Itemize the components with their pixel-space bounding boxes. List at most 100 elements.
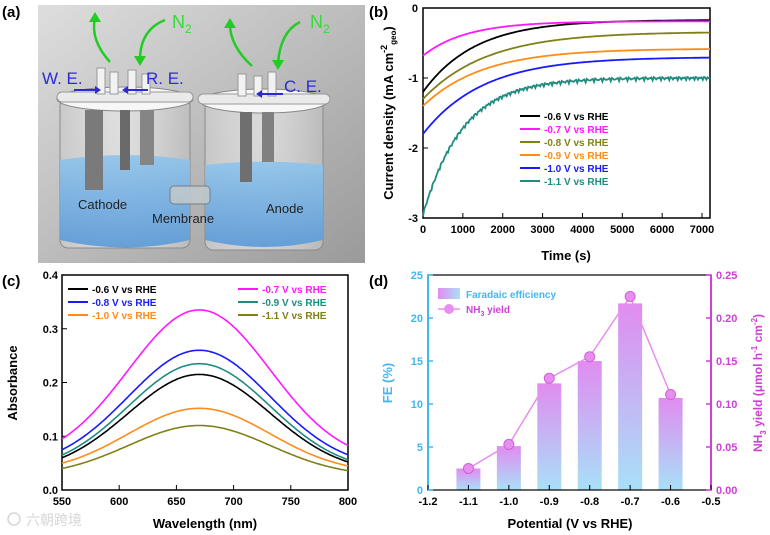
panel-d-label: (d) (369, 273, 388, 290)
panel-c-ytick-label: 0.0 (43, 485, 58, 497)
anode-cell (197, 71, 331, 251)
panel-c-xtick-label: 750 (282, 496, 300, 508)
panel-d-legend-yield-label: NH3 yield (466, 305, 510, 318)
panel-b-xtick-label: 2000 (490, 224, 514, 236)
membrane-label: Membrane (152, 211, 214, 226)
panel-d-ticks: -1.2 -1.1 -1.0 -0.9 -0.8 -0.7 -0.6 -0.5 0 5 10 15 20… (411, 270, 738, 508)
panel-c-legend-label: -0.8 V vs RHE (92, 298, 157, 309)
watermark-icon (7, 512, 21, 526)
panel-d-y2tick-label: 0.15 (716, 356, 737, 368)
cathode-label: Cathode (78, 197, 127, 212)
panel-d-yield-point (665, 389, 677, 401)
panel-b-legend-label: -0.9 V vs RHE (544, 151, 609, 162)
panel-d-xtick-label: -0.9 (540, 496, 559, 508)
panel-c-series-line (61, 424, 349, 472)
panel-d-fe-bar (537, 383, 562, 490)
panel-d-ytick-label: 20 (411, 313, 423, 325)
panel-c-xlabel: Wavelength (nm) (153, 516, 257, 531)
membrane-connector (169, 185, 211, 205)
panel-d-ytick-label: 0 (417, 485, 423, 497)
panel-d-y2tick-label: 0.00 (716, 485, 737, 497)
panel-d-fe-bar (658, 397, 683, 490)
panel-d-legend-fe-label: Faradaic efficiency (466, 290, 556, 301)
panel-c-xtick-label: 550 (53, 496, 71, 508)
panel-b-xlabel: Time (s) (541, 248, 591, 263)
panel-d-y2tick-label: 0.10 (716, 399, 737, 411)
we-arrowhead (95, 86, 101, 94)
panel-c-ytick-label: 0.2 (43, 378, 58, 390)
ce-arrowhead (256, 90, 262, 98)
panel-c-ytick-label: 0.1 (43, 431, 58, 443)
panel-b-xtick-label: 7000 (690, 224, 714, 236)
panel-d-xlabel: Potential (V vs RHE) (508, 516, 633, 531)
n2-label-right: N2 (310, 12, 330, 36)
panel-d-xtick-label: -1.2 (419, 496, 438, 508)
panel-c-series-line (61, 309, 349, 447)
panel-d-xtick-label: -0.7 (621, 496, 640, 508)
panel-b-series-line (422, 75, 711, 217)
panel-b-series (422, 19, 711, 217)
panel-b-legend-label: -0.7 V vs RHE (544, 125, 609, 136)
panel-c-legend-label: -1.1 V vs RHE (262, 311, 327, 322)
panel-c-legend-label: -0.7 V vs RHE (262, 285, 327, 296)
panel-d-fe-bar (496, 446, 521, 490)
panel-b-legend-label: -0.6 V vs RHE (544, 112, 609, 123)
panel-b-legend-label: -1.1 V vs RHE (544, 177, 609, 188)
panel-d-yield-point (584, 351, 596, 363)
panel-c-xtick-label: 800 (339, 496, 357, 508)
n2-in-arrow-right (276, 20, 301, 65)
ce-label: C. E. (284, 77, 322, 96)
cathode-cell (56, 67, 194, 249)
panel-d-xtick-label: -1.1 (459, 496, 478, 508)
panel-c-series-line (61, 407, 349, 467)
panel-c-ytick-label: 0.3 (43, 324, 58, 336)
panel-d-fe-bar (456, 468, 481, 490)
panel-b-xtick-label: 1000 (451, 224, 475, 236)
panel-c-series (61, 309, 349, 472)
panel-b-legend-label: -1.0 V vs RHE (544, 164, 609, 175)
panel-b-series-line (422, 56, 710, 135)
panel-d-y2label: NH3 yield (μmol h-1 cm-2) (750, 314, 768, 452)
panel-c-ytick-label: 0.4 (43, 270, 59, 282)
panel-b-xtick-label: 0 (420, 224, 426, 236)
panel-d-yield-series (462, 291, 677, 474)
panel-d-y2tick-label: 0.05 (716, 442, 737, 454)
panel-d-yield-point (543, 372, 555, 384)
panel-c-legend: -0.6 V vs RHE -0.7 V vs RHE -0.8 V vs RHE -… (68, 285, 327, 322)
panel-a: (a) N2 N2 W. E. R. E. C. E. Cathode Memb… (2, 4, 365, 263)
panel-d: (d) -1.2 -1.1 -1.0 -0.9 -0.8 -0.7 -0.6 -0.5 0 5 10… (369, 270, 768, 531)
panel-d-yield-point (462, 463, 474, 474)
panel-d-ytick-label: 15 (411, 356, 423, 368)
n2-in-arrow-left (138, 18, 166, 61)
panel-c-legend-label: -0.6 V vs RHE (92, 285, 157, 296)
watermark: 六朝跨境 (7, 512, 82, 528)
panel-b-ticks: 0 1000 2000 3000 4000 5000 6000 7000 0 -1 -2 -3 (408, 3, 714, 236)
panel-c-ticks: 550 600 650 700 750 800 0.0 0.1 0.2 0.3 0.4 (43, 270, 357, 508)
panel-d-legend-bar-swatch (438, 288, 460, 299)
panel-d-xtick-label: -1.0 (499, 496, 518, 508)
panel-b-ytick-label: -1 (408, 73, 418, 85)
panel-b-ytick-label: -3 (408, 213, 418, 225)
panel-c-xtick-label: 600 (110, 496, 128, 508)
panel-d-ylabel: FE (%) (380, 363, 395, 403)
panel-b-series-line (422, 31, 711, 100)
panel-d-y2tick-label: 0.25 (716, 270, 737, 282)
panel-c-ylabel: Absorbance (5, 345, 20, 420)
panel-d-xtick-label: -0.6 (661, 496, 680, 508)
panel-c-legend-label: -0.9 V vs RHE (262, 298, 327, 309)
n2-label-left: N2 (172, 12, 192, 36)
panel-c-series-line (61, 362, 349, 461)
panel-d-yield-point (624, 291, 636, 302)
panel-d-y2tick-label: 0.20 (716, 313, 737, 325)
panel-c-label: (c) (2, 273, 20, 290)
panel-b: (b) 0 1000 2000 3000 4000 5000 6000 7000 0 -1 -2 -3… (369, 3, 714, 263)
n2-in-arrowhead-left (134, 56, 146, 66)
panel-d-xtick-label: -0.5 (702, 496, 721, 508)
panel-b-series-line (422, 20, 711, 57)
panel-b-ylabel: Current density (mA cm-2geo) (379, 26, 398, 199)
re-arrowhead (122, 86, 128, 94)
panel-d-yield-line (468, 294, 672, 470)
n2-in-arrowhead-right (272, 60, 284, 70)
re-label: R. E. (146, 69, 184, 88)
we-label: W. E. (42, 69, 83, 88)
